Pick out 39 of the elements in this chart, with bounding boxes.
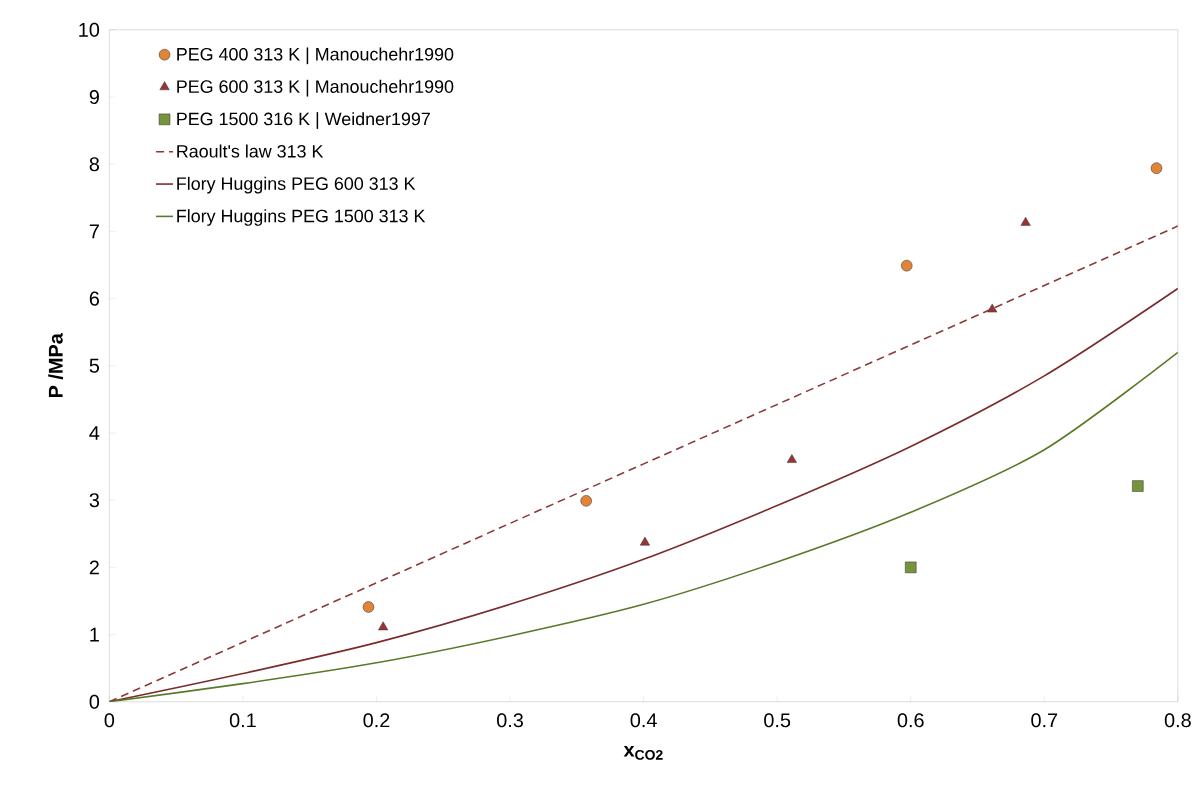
- y-tick-label: 3: [89, 493, 99, 508]
- x-tick-label: 0.8: [1164, 713, 1191, 728]
- legend-label: Raoult's law 313 K: [177, 144, 324, 158]
- x-tick-label: 0.3: [497, 713, 523, 728]
- x-tick-label: 0.6: [897, 713, 924, 728]
- y-tick-label: 1: [90, 627, 99, 642]
- point: [1150, 162, 1163, 174]
- legend-label: PEG 600 313 K | Manouchehr1990: [177, 79, 454, 97]
- y-tick-label: 10: [79, 22, 100, 37]
- point: [362, 601, 375, 613]
- point: [901, 259, 913, 272]
- y-tick-label: 6: [89, 291, 99, 306]
- point: [905, 561, 917, 573]
- point: [378, 621, 389, 631]
- y-tick-label: 0: [89, 694, 100, 709]
- x-tick-label: 0.7: [1031, 713, 1058, 728]
- legend-label: PEG 400 313 K | Manouchehr1990: [177, 47, 454, 65]
- y-tick-label: 2: [89, 560, 99, 575]
- y-tick-label: 9: [89, 89, 99, 104]
- point: [1020, 216, 1031, 226]
- point: [987, 303, 998, 313]
- point: [786, 454, 797, 463]
- x-tick-label: 0.5: [764, 713, 791, 728]
- point: [1132, 480, 1144, 492]
- point: [580, 495, 592, 507]
- y-tick-label: 4: [89, 426, 100, 440]
- x-tick-label: 0.4: [630, 713, 657, 728]
- y-axis-title: P /MPa: [48, 332, 63, 397]
- x-axis-title: x$_{CO2}$: [623, 745, 663, 760]
- y-tick-label: 7: [89, 224, 99, 239]
- point: [639, 536, 650, 546]
- legend-label: PEG 1500 316 K | Weidner1997: [177, 112, 430, 129]
- x-tick-label: 0.2: [363, 713, 390, 728]
- legend-label: Flory Huggins PEG 1500 313 K: [177, 209, 426, 226]
- x-tick-label: 0.1: [229, 713, 256, 728]
- y-tick-label: 5: [89, 358, 100, 373]
- legend-label: Flory Huggins PEG 600 313 K: [177, 176, 416, 194]
- x-tick-label: 0: [104, 713, 115, 728]
- y-tick-label: 8: [89, 157, 100, 172]
